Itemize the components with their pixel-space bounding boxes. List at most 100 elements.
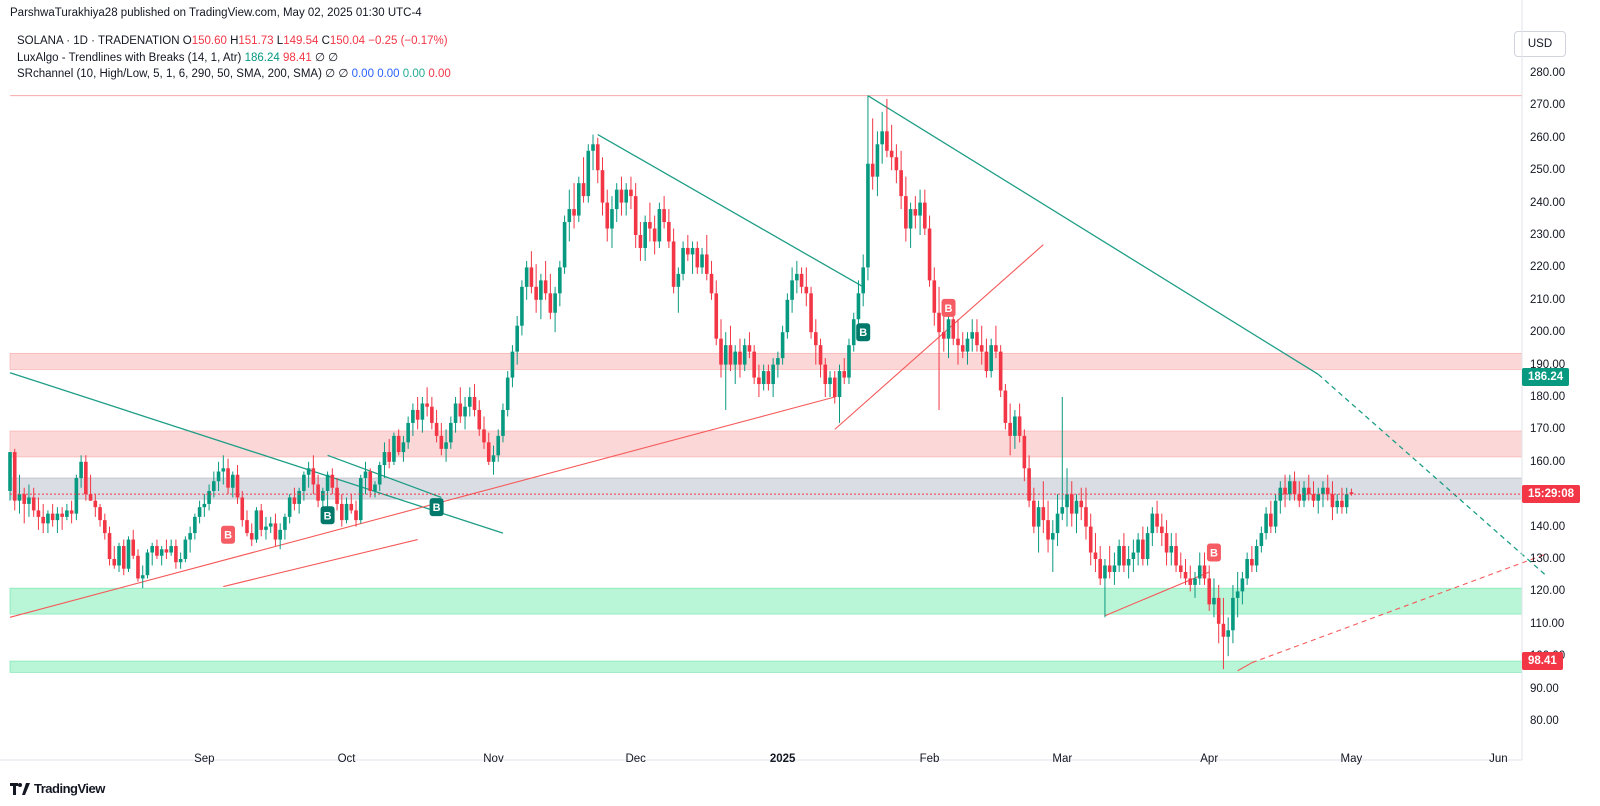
currency-button[interactable]: USD [1514,31,1566,57]
candle-body [776,358,780,365]
signal-bear-badge [221,525,236,544]
indicator-1-name[interactable]: LuxAlgo - Trendlines with Breaks (14, 1,… [17,51,242,64]
candle-body [714,293,719,339]
candle-body [501,409,505,436]
price-tick-label: 160.00 [1530,455,1566,468]
legend-symbol-row[interactable]: SOLANA · 1D · TRADENATION O150.60 H151.7… [17,33,451,50]
candle-body [757,377,761,385]
candle-body [164,549,169,553]
candle-body [321,490,325,501]
legend-indicator-1[interactable]: LuxAlgo - Trendlines with Breaks (14, 1,… [17,50,451,67]
candle-body [1051,533,1055,540]
time-tick-label: Jun [1489,753,1508,765]
price-tick-label: 270.00 [1530,99,1566,112]
candle-body [709,273,714,294]
candle-body [752,351,756,378]
candle-body [704,254,709,274]
candle-body [1207,578,1212,605]
candle-body [1321,487,1325,495]
candle-body [619,189,624,203]
candle-body [695,247,700,268]
candle-body [268,523,273,527]
candle-body [174,546,178,563]
candle-body [719,338,723,365]
candle-body [155,546,159,556]
candle-body [904,196,908,229]
candle-body [401,442,406,453]
candle-body [828,377,832,385]
candle-body [1088,526,1093,553]
candle-body [1226,630,1230,637]
candle-body [918,202,922,216]
candle-body [1150,513,1155,534]
candle-body [657,209,662,242]
candle-body [780,332,785,359]
candle-body [1330,494,1335,508]
candle-body [875,144,880,177]
candle-body [638,235,643,248]
candle-body [671,241,676,287]
candle-body [818,345,823,365]
candle-body [733,351,738,365]
candle-body [292,497,297,504]
trendline-support-6 [223,539,418,588]
candle-body [302,474,306,491]
candle-body [1107,565,1112,572]
candle-body [1344,494,1349,508]
candle-body [1003,390,1008,423]
trendline-support-5 [9,396,835,618]
candle-body [358,478,363,521]
candle-body [55,513,60,521]
candle-body [482,429,486,443]
candle-body [387,452,391,462]
candle-body [392,435,396,462]
candle-body [254,510,259,540]
candle-body [235,474,240,498]
candle-body [539,280,543,300]
trendline-resistance-2 [597,133,864,288]
zone-support-4 [9,660,1523,673]
candle-body [520,286,524,326]
candle-body [1292,481,1297,495]
candle-body [856,293,861,320]
legend-o-label: O [182,35,192,47]
candle-body [847,345,851,378]
candle-body [842,371,847,378]
candle-body [534,286,538,300]
candle-body [970,332,975,339]
candle-body [1216,597,1221,624]
candle-body [723,345,728,365]
candle-body [449,422,453,443]
candle-body [1074,500,1079,514]
legend-indicator-2[interactable]: SRchannel (10, High/Low, 5, 1, 6, 290, 5… [17,66,451,83]
candle-body [1254,546,1259,566]
candle-body [690,247,695,255]
candle-body [686,247,690,255]
candle-body [1349,492,1354,495]
signal-bear-label: B [1210,548,1218,560]
legend-close: 150.04 [329,35,366,47]
candle-body [1145,533,1150,559]
candle-body [377,465,382,485]
candle-body [131,539,136,556]
candle-body [832,377,837,397]
candle-body [951,319,956,339]
candle-body [932,280,937,313]
signal-bull-badge [429,498,444,517]
price-tick-label: 260.00 [1530,131,1566,144]
candle-body [823,364,828,385]
indicator-2-name[interactable]: SRchannel (10, High/Low, 5, 1, 6, 290, 5… [17,68,322,80]
candle-body [458,403,463,417]
candle-body [202,503,207,508]
candle-body [221,468,226,472]
candle-body [1297,494,1302,501]
legend-symbol[interactable]: SOLANA · 1D · TRADENATION [17,35,180,47]
footer-brand[interactable]: TradingView [10,781,105,796]
candle-body [1259,533,1264,547]
signal-bull-label: B [433,502,441,514]
candle-body [861,267,865,294]
candle-body [1136,539,1140,553]
candle-body [960,345,965,352]
publisher-line: ParshwaTurakhiya28 published on TradingV… [10,7,422,19]
